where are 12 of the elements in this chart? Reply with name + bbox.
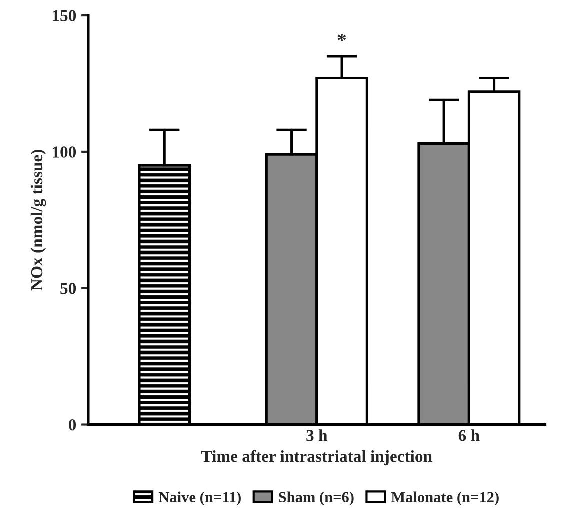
x-axis-title: Time after intrastriatal injection	[202, 450, 432, 466]
y-tick-label: 150	[53, 10, 76, 22]
y-tick-label: 50	[60, 283, 76, 294]
y-axis-title: NOx (nmol/g tissue)	[30, 150, 46, 291]
y-tick-label: 0	[69, 419, 76, 431]
annotation: *	[338, 34, 346, 42]
x-tick-label: 6 h	[458, 430, 480, 442]
y-tick-label: 100	[53, 146, 76, 158]
legend-label: Sham (n=6)	[279, 492, 354, 506]
legend-label: Naive (n=11)	[158, 492, 241, 506]
x-tick-label: 3 h	[306, 430, 328, 442]
legend-label: Malonate (n=12)	[391, 492, 499, 506]
